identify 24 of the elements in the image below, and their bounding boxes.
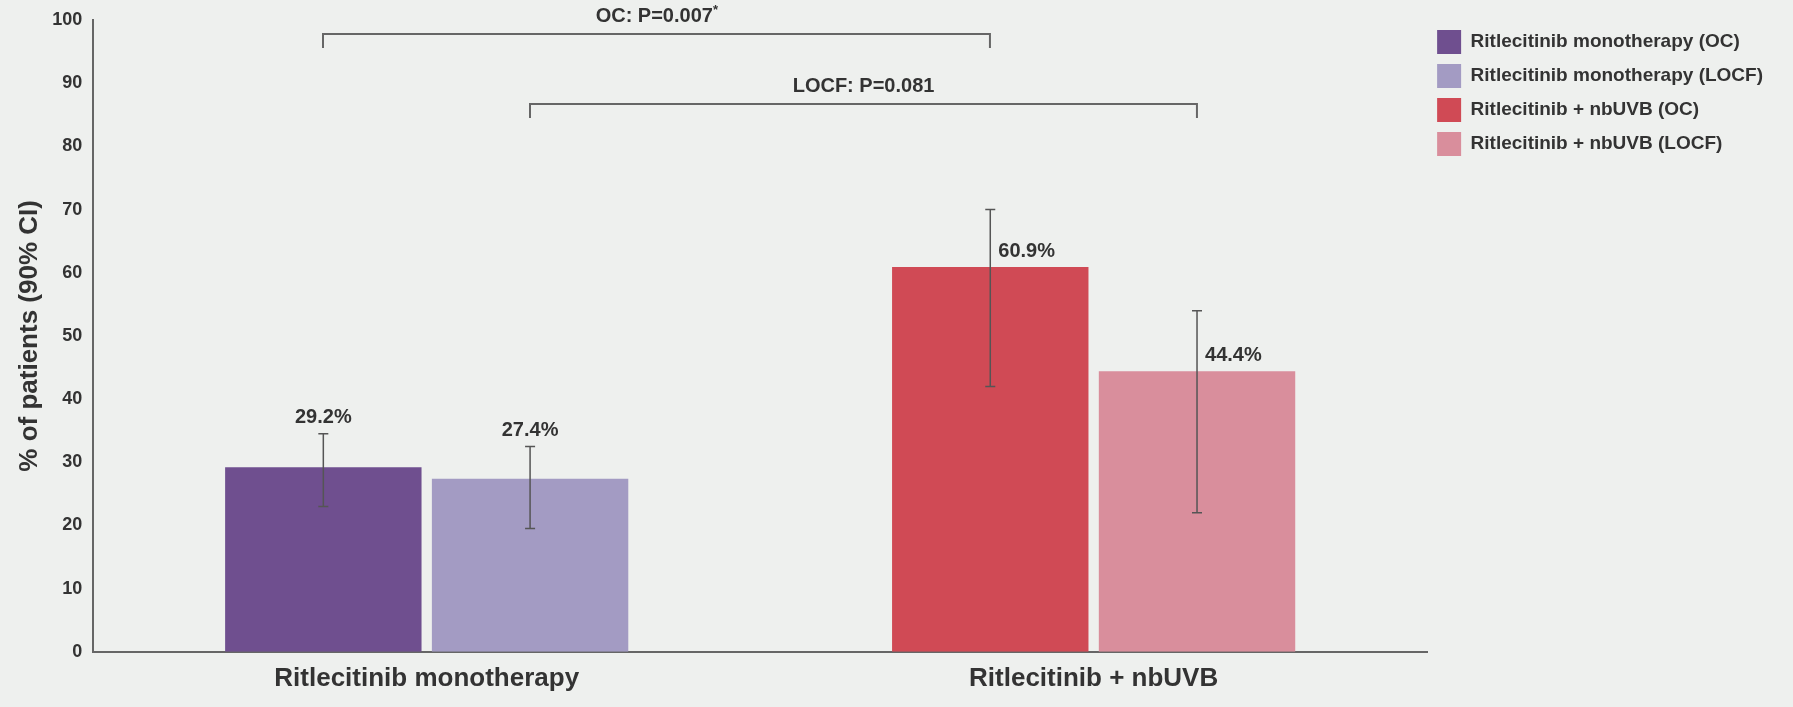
y-tick-label: 80 — [62, 135, 83, 156]
x-tick-label: Ritlecitinib monotherapy — [274, 661, 580, 692]
data-label: 44.4% — [1205, 342, 1262, 365]
y-tick-label: 30 — [62, 451, 83, 472]
data-label: 60.9% — [998, 238, 1056, 261]
y-tick-label: 60 — [62, 261, 83, 282]
annotation: OC: P=0.007* — [595, 2, 719, 26]
legend-label: Ritlecitinib monotherapy (OC) — [1470, 30, 1740, 52]
x-tick-label: Ritlecitinib + nbUVB — [969, 661, 1219, 692]
y-tick-label: 100 — [52, 8, 83, 29]
y-tick-label: 70 — [62, 198, 83, 219]
legend-label: Ritlecitinib + nbUVB (OC) — [1470, 98, 1700, 120]
y-tick-label: 90 — [62, 72, 83, 93]
annotation: LOCF: P=0.081 — [792, 74, 935, 96]
y-axis-title: % of patients (90% CI) — [12, 200, 43, 472]
y-tick-label: 40 — [62, 388, 83, 409]
data-label: 29.2% — [294, 405, 352, 428]
legend-label: Ritlecitinib monotherapy (LOCF) — [1470, 64, 1764, 86]
data-label: 27.4% — [501, 417, 559, 440]
legend-label: Ritlecitinib + nbUVB (LOCF) — [1470, 132, 1723, 154]
y-tick-label: 50 — [62, 324, 83, 345]
y-tick-label: 10 — [62, 577, 83, 598]
y-tick-label: 20 — [62, 514, 83, 535]
y-tick-label: 0 — [72, 640, 83, 661]
